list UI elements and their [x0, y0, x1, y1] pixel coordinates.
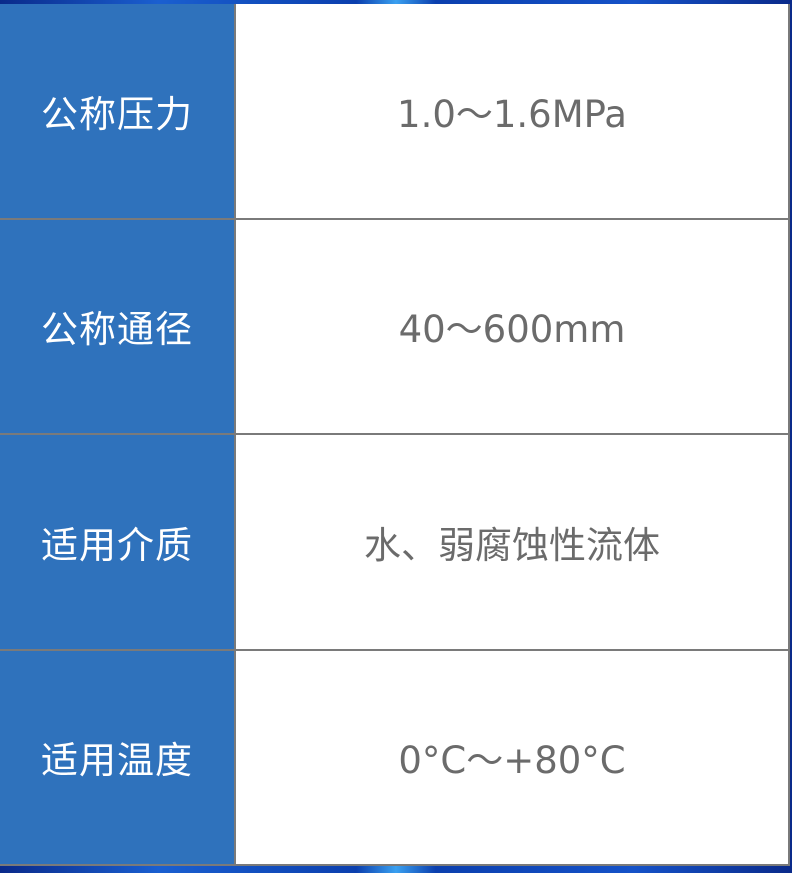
row-label: 适用介质 [0, 435, 234, 649]
row-label: 适用温度 [0, 650, 234, 864]
row-value: 0°C～+80°C [236, 650, 788, 864]
table-row: 公称通径 40～600mm [0, 219, 788, 433]
row-value: 40～600mm [236, 219, 788, 433]
row-value: 水、弱腐蚀性流体 [236, 435, 788, 649]
table-row: 适用温度 0°C～+80°C [0, 650, 788, 864]
row-label: 公称通径 [0, 219, 234, 433]
row-value: 1.0～1.6MPa [236, 4, 788, 218]
row-label: 公称压力 [0, 4, 234, 218]
table-row: 公称压力 1.0～1.6MPa [0, 4, 788, 218]
spec-table: 公称压力 1.0～1.6MPa 公称通径 40～600mm 适用介质 水、弱腐蚀性流体… [0, 4, 790, 866]
table-row: 适用介质 水、弱腐蚀性流体 [0, 435, 788, 649]
